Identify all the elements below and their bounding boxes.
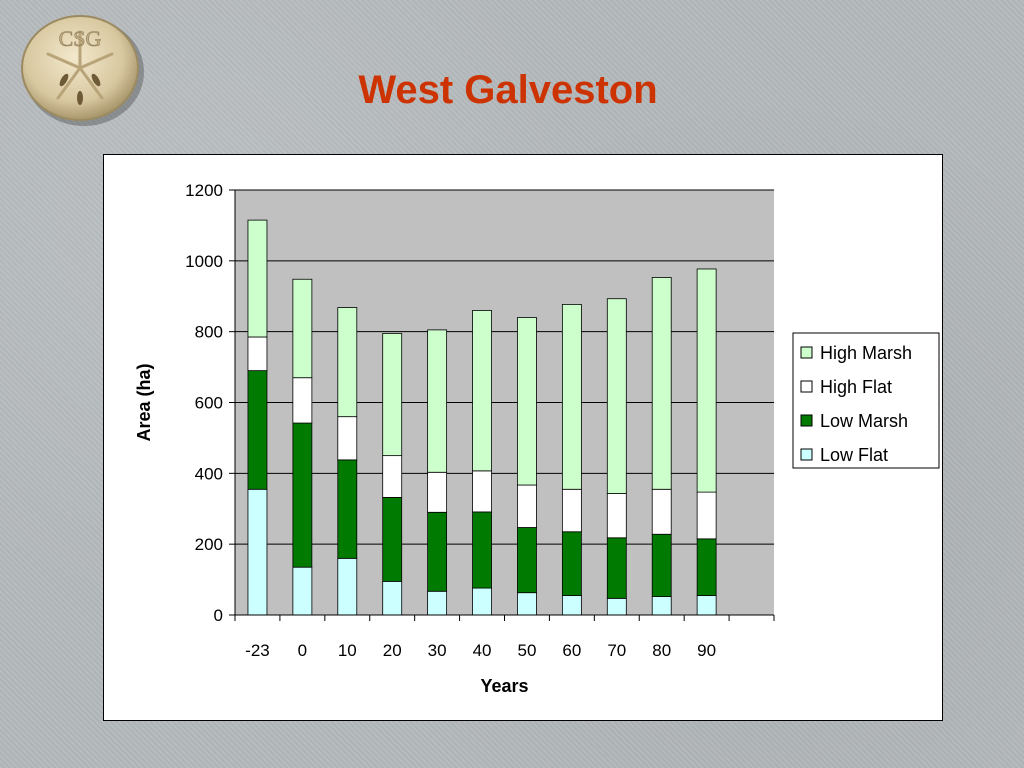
x-tick-label: 60 <box>562 641 581 660</box>
bar-high-marsh <box>292 278 313 379</box>
bar-high-flat <box>561 488 582 533</box>
x-tick-label: 20 <box>383 641 402 660</box>
chart-frame: 0 200 400 600 800 1000 1200 -23 0 10 20 30 40 50 60 70… <box>103 154 943 721</box>
bar-high-marsh <box>517 317 537 486</box>
bar-low-marsh <box>292 422 313 568</box>
bar-high-marsh <box>247 219 268 338</box>
bar-high-flat <box>517 484 537 528</box>
bar-high-marsh <box>427 329 448 473</box>
bar-high-flat <box>247 336 268 372</box>
bar-low-flat <box>337 557 358 616</box>
bar-high-flat <box>606 493 627 539</box>
y-tick-label: 200 <box>195 535 223 554</box>
legend-box <box>792 332 940 469</box>
logo-text: CSG <box>59 26 102 51</box>
bar-low-marsh <box>427 511 448 592</box>
bar-low-flat <box>472 587 492 616</box>
y-tick-label: 600 <box>195 394 223 413</box>
y-tick-label: 400 <box>195 464 223 483</box>
bar-low-flat <box>561 595 582 616</box>
x-tick-label: 90 <box>697 641 716 660</box>
y-tick-labels: 0 200 400 600 800 1000 1200 <box>185 181 223 625</box>
bar-low-marsh <box>651 533 672 597</box>
legend-swatch <box>800 414 813 427</box>
x-tick-label: 10 <box>338 641 357 660</box>
x-tick-label: 80 <box>652 641 671 660</box>
bar-low-flat <box>651 596 672 616</box>
legend-swatch <box>800 380 813 393</box>
bar-high-marsh <box>561 303 582 490</box>
bar-low-marsh <box>606 537 627 599</box>
bar-low-marsh <box>247 370 268 490</box>
bar-high-flat <box>696 491 717 540</box>
x-tick-label: 50 <box>517 641 536 660</box>
bar-high-flat <box>427 471 448 513</box>
y-tick-label: 0 <box>214 606 223 625</box>
x-tick-label: 70 <box>607 641 626 660</box>
bar-high-marsh <box>651 277 672 490</box>
bar-low-marsh <box>696 538 717 596</box>
x-tick-label: 30 <box>428 641 447 660</box>
bar-high-flat <box>382 455 403 498</box>
slide-title: West Galveston <box>358 68 658 112</box>
bar-high-marsh <box>337 307 358 418</box>
bar-low-marsh <box>561 531 582 596</box>
legend: High Marsh High Flat Low Marsh Low Flat <box>792 332 940 469</box>
legend-label: Low Marsh <box>820 411 908 431</box>
stacked-bar-chart: 0 200 400 600 800 1000 1200 -23 0 10 20 30 40 50 60 70… <box>134 181 940 696</box>
legend-swatch <box>800 448 813 461</box>
y-axis-label: Area (ha) <box>134 363 154 441</box>
sand-dollar-logo: CSG <box>21 15 144 126</box>
bar-low-flat <box>606 597 627 616</box>
bar-high-flat <box>472 470 492 513</box>
bar-high-flat <box>337 416 358 461</box>
y-tick-label: 1000 <box>185 252 223 271</box>
bar-high-marsh <box>472 310 492 472</box>
bar-low-flat <box>696 595 717 616</box>
legend-label: High Flat <box>820 377 892 397</box>
x-tick-labels: -23 0 10 20 30 40 50 60 70 80 90 <box>245 641 716 660</box>
bar-high-marsh <box>382 333 403 457</box>
bar-low-flat <box>292 566 313 616</box>
bar-low-flat <box>247 488 268 616</box>
bar-low-flat <box>517 592 537 616</box>
y-tick-label: 1200 <box>185 181 223 200</box>
x-tick-label: 0 <box>298 641 307 660</box>
axes <box>229 189 775 621</box>
bar-low-marsh <box>337 459 358 559</box>
legend-swatch <box>800 346 813 359</box>
bar-high-flat <box>651 488 672 535</box>
bar-low-marsh <box>517 527 537 594</box>
bar-high-marsh <box>606 298 627 494</box>
y-tick-label: 800 <box>195 323 223 342</box>
bar-low-marsh <box>382 497 403 582</box>
bar-low-flat <box>427 590 448 616</box>
gridlines <box>235 189 774 545</box>
bars <box>247 219 717 616</box>
bar-low-flat <box>382 580 403 616</box>
bar-high-flat <box>292 377 313 424</box>
bar-high-marsh <box>696 268 717 493</box>
bar-low-marsh <box>472 511 492 589</box>
legend-label: Low Flat <box>820 445 888 465</box>
x-tick-label: 40 <box>473 641 492 660</box>
legend-label: High Marsh <box>820 343 912 363</box>
x-tick-label: -23 <box>245 641 270 660</box>
x-axis-label: Years <box>480 676 528 696</box>
